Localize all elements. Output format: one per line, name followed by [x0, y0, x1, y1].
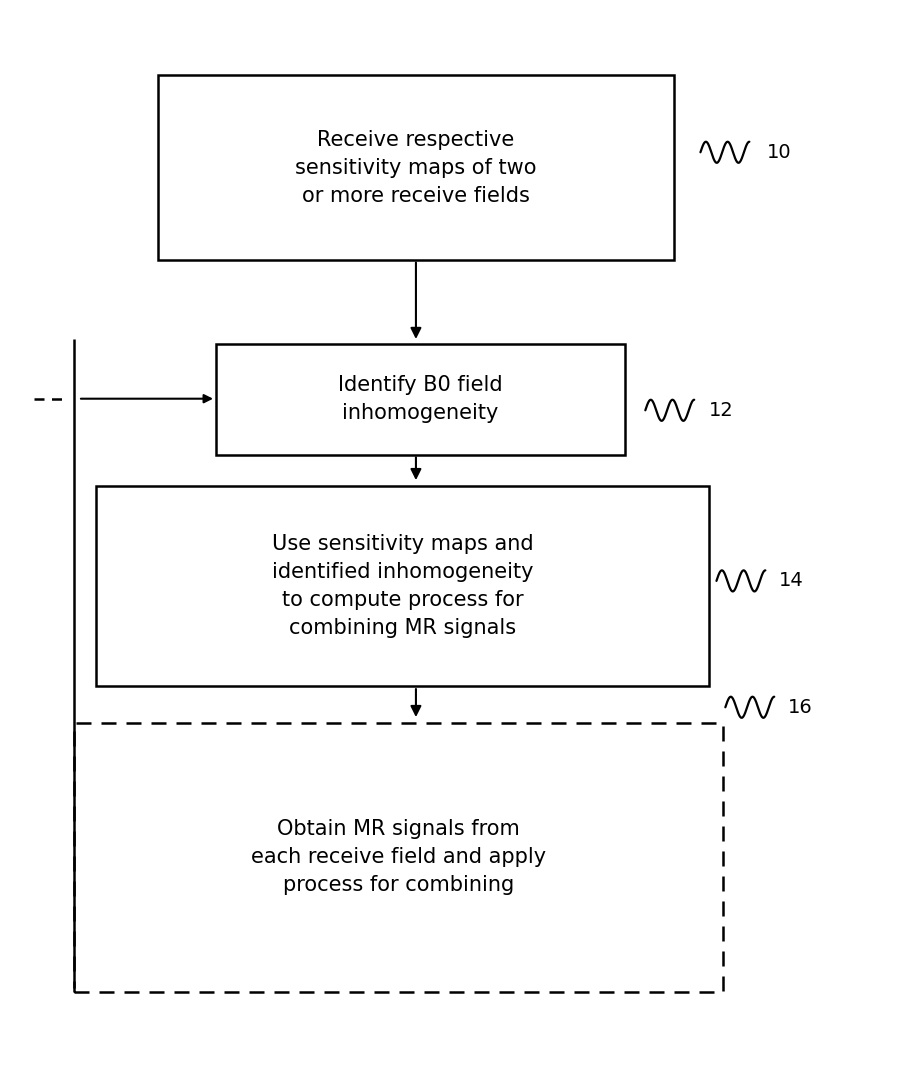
Text: 12: 12 — [709, 401, 733, 419]
Bar — [216, 344, 624, 455]
Bar — [74, 723, 722, 991]
Text: 16: 16 — [787, 698, 812, 717]
Text: Identify B0 field
inhomogeneity: Identify B0 field inhomogeneity — [337, 376, 502, 424]
Text: Obtain MR signals from
each receive field and apply
process for combining: Obtain MR signals from each receive fiel… — [251, 819, 545, 895]
Text: Use sensitivity maps and
identified inhomogeneity
to compute process for
combini: Use sensitivity maps and identified inho… — [272, 535, 533, 638]
Bar — [96, 487, 709, 686]
Text: 14: 14 — [778, 572, 803, 590]
Bar — [158, 76, 673, 259]
Text: Receive respective
sensitivity maps of two
or more receive fields: Receive respective sensitivity maps of t… — [295, 129, 536, 206]
Text: 10: 10 — [767, 143, 791, 162]
